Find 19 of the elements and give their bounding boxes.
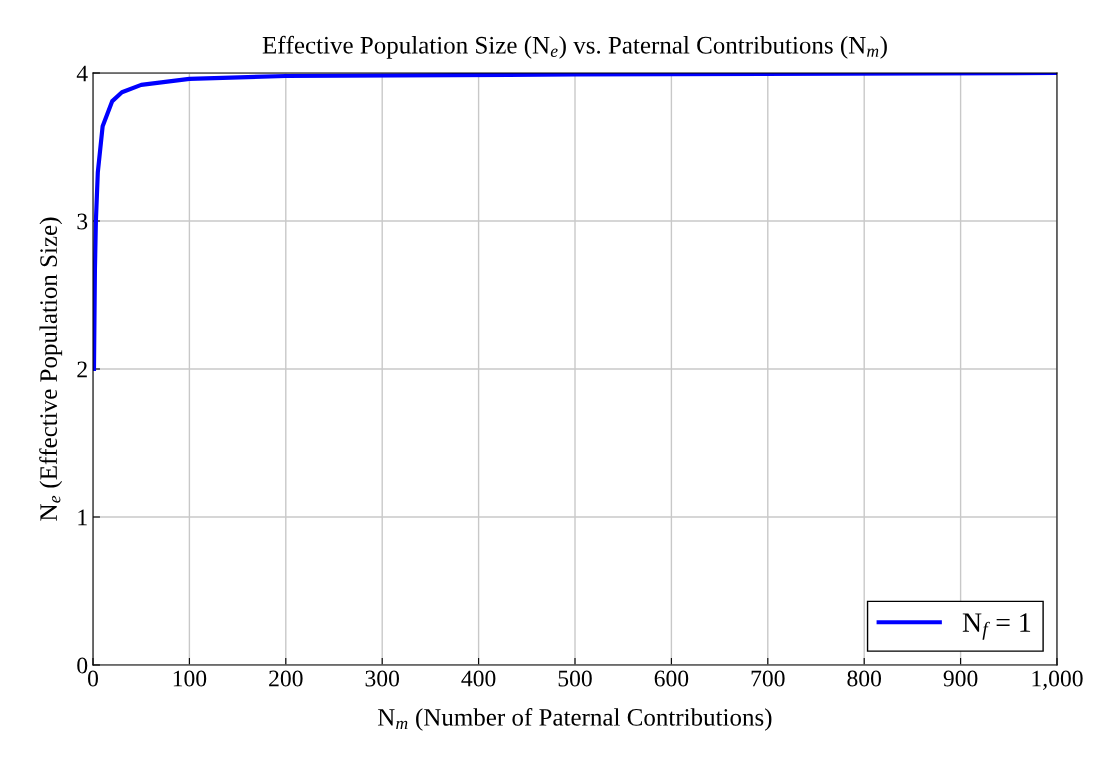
x-tick-label: 100	[173, 670, 207, 687]
x-tick-label: 600	[654, 670, 689, 687]
chart-title: Effective Population Size (N$_{e}$) vs. Paternal Contributions (N$_{m}$)	[262, 35, 887, 59]
x-tick-label: 1,000	[1032, 670, 1083, 690]
y-tick-label: 0	[77, 657, 88, 674]
x-tick-label: 300	[365, 670, 400, 687]
y-tick-label: 2	[77, 361, 87, 378]
x-axis-title: N$_{m}$ (Number of Paternal Contributions)	[377, 707, 772, 731]
x-tick-label: 900	[943, 670, 978, 687]
x-tick-label: 800	[847, 670, 882, 687]
x-tick-label: 200	[269, 670, 303, 687]
y-tick-label: 3	[77, 213, 88, 230]
x-tick-label: 400	[461, 670, 496, 687]
x-tick-label: 500	[558, 670, 592, 687]
y-tick-label: 1	[78, 509, 87, 526]
y-axis-title: N$_{e}$ (Effective Population Size)	[39, 217, 63, 521]
x-tick-label: 700	[751, 670, 785, 687]
y-tick-label: 4	[76, 65, 88, 82]
legend-label: N$_{f}$ = 1	[962, 613, 1031, 640]
